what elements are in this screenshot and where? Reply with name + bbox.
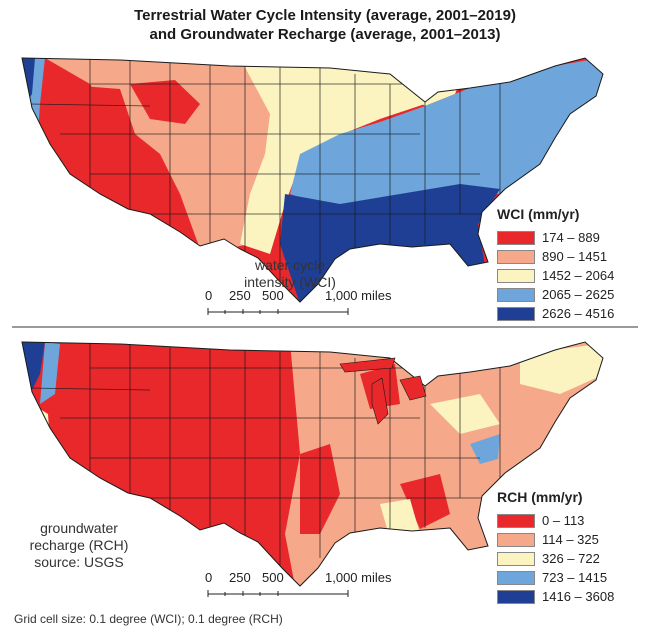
wci-scale-bar: 0 250 500 1,000 miles bbox=[205, 288, 405, 319]
legend-range: 326 – 722 bbox=[542, 551, 600, 566]
legend-range: 890 – 1451 bbox=[542, 249, 608, 264]
legend-swatch bbox=[497, 268, 535, 283]
legend-swatch bbox=[497, 230, 535, 245]
wci-legend-item: 2065 – 2625 bbox=[497, 285, 614, 304]
wci-legend-item: 2626 – 4516 bbox=[497, 304, 614, 323]
legend-range: 1452 – 2064 bbox=[542, 268, 615, 283]
rch-map-label: groundwater recharge (RCH) source: USGS bbox=[14, 520, 144, 571]
wci-legend-title: WCI (mm/yr) bbox=[497, 206, 580, 222]
rch-label-line-2: recharge (RCH) bbox=[29, 537, 129, 553]
footer-note: Grid cell size: 0.1 degree (WCI); 0.1 de… bbox=[14, 612, 283, 626]
legend-range: 1416 – 3608 bbox=[542, 589, 615, 604]
legend-swatch bbox=[497, 249, 535, 264]
scale-tick-500: 500 bbox=[262, 288, 284, 303]
rch-legend-title: RCH (mm/yr) bbox=[497, 489, 583, 505]
scale-tick-1000: 1,000 miles bbox=[325, 570, 392, 585]
legend-swatch bbox=[497, 570, 535, 585]
legend-swatch bbox=[497, 532, 535, 547]
wci-panel: water cycle intensity (WCI) 0 250 500 1,… bbox=[0, 44, 650, 322]
rch-label-line-3: source: USGS bbox=[34, 554, 124, 570]
legend-range: 174 – 889 bbox=[542, 230, 600, 245]
wci-legend-item: 890 – 1451 bbox=[497, 247, 614, 266]
rch-label-line-1: groundwater bbox=[40, 520, 118, 536]
scale-tick-0: 0 bbox=[205, 288, 213, 303]
legend-range: 2626 – 4516 bbox=[542, 306, 615, 321]
legend-swatch bbox=[497, 589, 535, 604]
title-line-2: and Groundwater Recharge (average, 2001–… bbox=[149, 26, 501, 43]
title-line-1: Terrestrial Water Cycle Intensity (avera… bbox=[134, 7, 516, 24]
wci-legend: WCI (mm/yr) 174 – 889 890 – 1451 1452 – … bbox=[497, 206, 614, 323]
legend-range: 723 – 1415 bbox=[542, 570, 608, 585]
wci-legend-item: 1452 – 2064 bbox=[497, 266, 614, 285]
rch-panel: groundwater recharge (RCH) source: USGS … bbox=[0, 334, 650, 612]
wci-label-line-2: intensity (WCI) bbox=[244, 274, 336, 290]
scale-tick-250: 250 bbox=[229, 570, 251, 585]
legend-swatch bbox=[497, 513, 535, 528]
rch-scale-bar: 0 250 500 1,000 miles bbox=[205, 570, 405, 601]
wci-map-label: water cycle intensity (WCI) bbox=[230, 257, 350, 291]
rch-legend-item: 114 – 325 bbox=[497, 530, 614, 549]
legend-range: 114 – 325 bbox=[542, 532, 599, 547]
rch-legend-item: 723 – 1415 bbox=[497, 568, 614, 587]
rch-legend-item: 0 – 113 bbox=[497, 511, 614, 530]
legend-swatch bbox=[497, 551, 535, 566]
rch-legend-item: 1416 – 3608 bbox=[497, 587, 614, 606]
legend-range: 2065 – 2625 bbox=[542, 287, 615, 302]
rch-scale-ruler bbox=[207, 590, 349, 597]
rch-legend: RCH (mm/yr) 0 – 113 114 – 325 326 – 722 … bbox=[497, 489, 614, 606]
legend-range: 0 – 113 bbox=[542, 513, 585, 528]
wci-label-line-1: water cycle bbox=[254, 257, 326, 273]
rch-legend-item: 326 – 722 bbox=[497, 549, 614, 568]
wci-scale-ruler bbox=[207, 308, 349, 315]
scale-tick-250: 250 bbox=[229, 288, 251, 303]
scale-tick-1000: 1,000 miles bbox=[325, 288, 392, 303]
scale-tick-0: 0 bbox=[205, 570, 213, 585]
legend-swatch bbox=[497, 306, 535, 321]
legend-swatch bbox=[497, 287, 535, 302]
panel-divider bbox=[12, 326, 638, 328]
scale-tick-500: 500 bbox=[262, 570, 284, 585]
wci-map bbox=[21, 57, 604, 303]
wci-legend-item: 174 – 889 bbox=[497, 228, 614, 247]
figure-title: Terrestrial Water Cycle Intensity (avera… bbox=[0, 6, 650, 44]
